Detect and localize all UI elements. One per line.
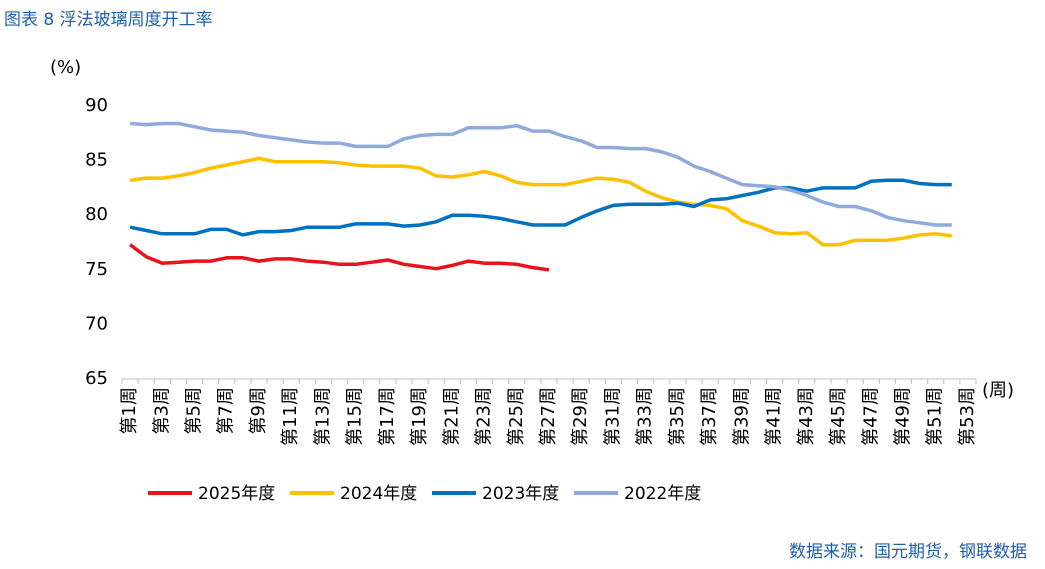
x-tick-label: 第5周 [184, 387, 205, 434]
x-tick-label: 第43周 [796, 387, 817, 446]
x-tick-label: 第37周 [699, 387, 720, 446]
x-tick-label: 第45周 [828, 387, 849, 446]
legend-label: 2024年度 [340, 484, 417, 504]
x-tick-label: 第27周 [538, 387, 559, 446]
series-line [129, 243, 550, 272]
y-axis-label: (%) [50, 57, 81, 78]
series-line [129, 121, 952, 227]
source: 数据来源：国元期货，钢联数据 [789, 542, 1027, 562]
x-tick-label: 第7周 [216, 387, 237, 434]
x-tick-label: 第21周 [441, 387, 462, 446]
y-tick-label: 75 [85, 259, 108, 280]
x-axis-label: (周) [982, 380, 1014, 401]
x-tick-label: 第39周 [731, 387, 752, 446]
legend-label: 2022年度 [624, 484, 701, 504]
x-tick-label: 第9周 [248, 387, 269, 434]
x-tick-label: 第41周 [764, 387, 785, 446]
x-tick-label: 第53周 [957, 387, 978, 446]
x-tick-label: 第25周 [506, 387, 527, 446]
x-tick-label: 第3周 [151, 387, 172, 434]
x-tick-label: 第29周 [570, 387, 591, 446]
x-tick-label: 第51周 [925, 387, 946, 446]
legend-label: 2023年度 [482, 484, 559, 504]
legend-item: 2024年度 [290, 484, 417, 504]
y-tick-label: 65 [85, 368, 108, 389]
y-tick-label: 70 [85, 313, 108, 334]
x-tick-label: 第15周 [345, 387, 366, 446]
x-tick-label: 第19周 [409, 387, 430, 446]
legend-label: 2025年度 [198, 484, 275, 504]
x-tick-label: 第35周 [667, 387, 688, 446]
chart-title: 图表 8 浮法玻璃周度开工率 [4, 10, 213, 30]
x-tick-label: 第47周 [860, 387, 881, 446]
y-tick-label: 90 [85, 95, 108, 116]
series-line [129, 178, 952, 237]
x-tick-label: 第31周 [602, 387, 623, 446]
y-tick-label: 80 [85, 204, 108, 225]
legend-item: 2023年度 [432, 484, 559, 504]
x-tick-label: 第13周 [312, 387, 333, 446]
x-tick-label: 第33周 [635, 387, 656, 446]
y-tick-label: 85 [85, 150, 108, 171]
x-tick-label: 第23周 [474, 387, 495, 446]
series-line [129, 156, 953, 247]
x-tick-label: 第1周 [119, 387, 140, 434]
legend-item: 2022年度 [574, 484, 701, 504]
x-tick-label: 第17周 [377, 387, 398, 446]
x-tick-label: 第11周 [280, 387, 301, 446]
x-tick-label: 第49周 [892, 387, 913, 446]
legend-item: 2025年度 [148, 484, 275, 504]
